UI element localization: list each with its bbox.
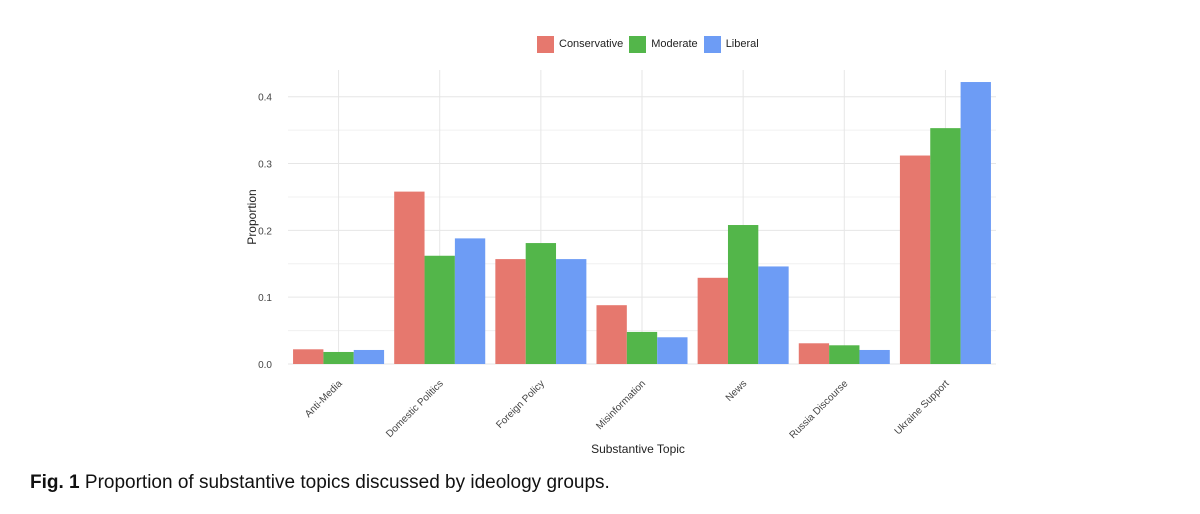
bar-conservative bbox=[697, 277, 728, 364]
x-tick-label: Foreign Policy bbox=[494, 378, 547, 431]
x-tick-label: Misinformation bbox=[594, 378, 648, 432]
legend-item-moderate: Moderate bbox=[629, 35, 698, 53]
x-tick-label: Ukraine Support bbox=[893, 378, 952, 437]
x-tick-label: Russia Discourse bbox=[788, 378, 851, 441]
legend-swatch-moderate bbox=[629, 35, 647, 53]
bar-moderate bbox=[323, 351, 354, 364]
y-tick-label: 0.2 bbox=[258, 226, 272, 237]
y-axis-title: Proportion bbox=[245, 189, 259, 244]
legend-swatch-liberal bbox=[703, 35, 721, 53]
bar-moderate bbox=[525, 243, 557, 364]
y-tick-label: 0.3 bbox=[258, 160, 272, 171]
bar-moderate bbox=[727, 225, 759, 364]
legend-swatch-conservative bbox=[537, 35, 554, 53]
bar-liberal bbox=[353, 349, 385, 364]
bar-liberal bbox=[758, 266, 789, 364]
bar-liberal bbox=[960, 82, 991, 364]
figure-caption: Fig. 1 Proportion of substantive topics … bbox=[30, 472, 610, 494]
bar-moderate bbox=[626, 331, 658, 364]
x-axis-title: Substantive Topic bbox=[591, 442, 685, 456]
bar-conservative bbox=[596, 305, 627, 364]
bar-liberal bbox=[859, 349, 890, 364]
legend-label-moderate: Moderate bbox=[651, 38, 698, 50]
x-tick-label: Anti-Media bbox=[303, 378, 345, 420]
bar-conservative bbox=[394, 191, 425, 364]
bar-chart: 0.0 0.1 0.2 0.3 0.4 Anti-Media Domestic Politi… bbox=[245, 70, 996, 456]
bar-liberal bbox=[657, 337, 688, 364]
legend-label-conservative: Conservative bbox=[559, 38, 624, 50]
legend-item-liberal: Liberal bbox=[703, 35, 759, 53]
bar-moderate bbox=[424, 255, 455, 364]
x-tick-label: News bbox=[724, 378, 749, 403]
y-tick-label: 0.1 bbox=[258, 293, 272, 304]
figure-caption-label: Fig. 1 bbox=[30, 472, 80, 493]
bar-conservative bbox=[798, 343, 830, 364]
y-tick-label: 0.0 bbox=[258, 360, 272, 371]
chart-legend: Conservative Moderate Liberal bbox=[537, 34, 765, 54]
bar-conservative bbox=[293, 349, 324, 364]
bar-conservative bbox=[495, 259, 526, 364]
bar-liberal bbox=[454, 238, 486, 364]
legend-item-conservative: Conservative bbox=[537, 35, 624, 53]
figure-caption-text: Proportion of substantive topics discuss… bbox=[79, 472, 610, 493]
x-tick-label: Domestic Politics bbox=[384, 378, 446, 440]
y-tick-label: 0.4 bbox=[258, 93, 272, 104]
bar-moderate bbox=[829, 345, 860, 364]
bar-moderate bbox=[930, 128, 961, 364]
legend-label-liberal: Liberal bbox=[725, 38, 759, 50]
bar-conservative bbox=[899, 155, 931, 364]
bar-liberal bbox=[556, 259, 587, 364]
